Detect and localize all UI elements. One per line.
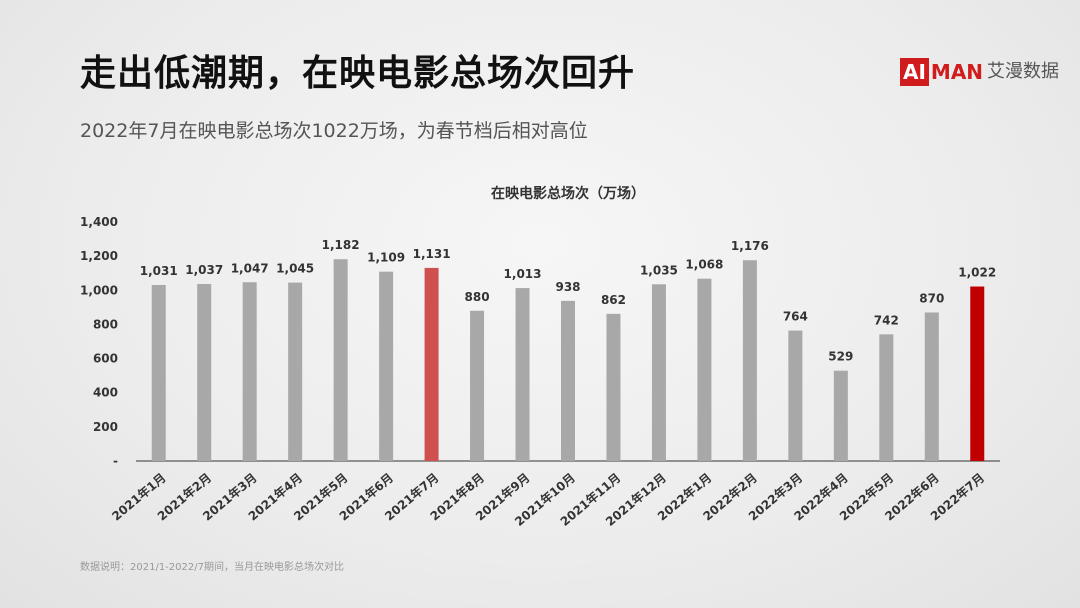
bar: [606, 313, 621, 461]
y-tick-label: 1,000: [80, 283, 118, 297]
bar: [470, 310, 485, 461]
y-tick-label: 400: [93, 386, 118, 400]
y-tick-label: 1,400: [80, 215, 118, 229]
data-label: 1,045: [276, 262, 314, 276]
data-label: 1,037: [185, 263, 223, 277]
data-label: 938: [555, 280, 580, 294]
y-tick-label: -: [113, 454, 118, 468]
bar: [970, 286, 985, 461]
bar: [788, 330, 803, 461]
data-label: 529: [828, 350, 853, 364]
data-label: 1,176: [731, 239, 769, 253]
bar: [651, 284, 666, 461]
bar: [379, 271, 394, 461]
bar: [288, 282, 303, 461]
data-label: 1,109: [367, 251, 405, 265]
bar: [197, 283, 212, 461]
footnote: 数据说明：2021/1-2022/7期间，当月在映电影总场次对比: [80, 562, 344, 573]
bar: [742, 260, 757, 461]
page-subtitle: 2022年7月在映电影总场次1022万场，为春节档后相对高位: [80, 120, 588, 142]
bar: [561, 300, 575, 461]
bar: [833, 370, 848, 461]
bar: [333, 259, 348, 461]
brand-logo: AI MAN 艾漫数据: [900, 58, 1059, 86]
y-tick-label: 1,200: [80, 249, 118, 263]
data-label: 1,068: [685, 258, 723, 272]
bar: [151, 284, 166, 461]
bar: [924, 312, 939, 461]
data-label: 1,013: [504, 267, 542, 281]
data-label: 764: [783, 310, 808, 324]
data-label: 742: [874, 313, 899, 327]
data-label: 1,035: [640, 263, 678, 277]
logo-ai-text: AI: [900, 58, 929, 86]
y-tick-label: 800: [93, 317, 118, 331]
chart-title: 在映电影总场次（万场）: [491, 185, 645, 202]
data-label: 870: [919, 291, 944, 305]
logo-cn-text: 艾漫数据: [987, 61, 1060, 82]
bar: [697, 278, 712, 461]
logo-man-text: MAN: [930, 60, 984, 84]
page-title: 走出低潮期，在映电影总场次回升: [80, 53, 636, 94]
y-tick-label: 600: [93, 352, 118, 366]
bar: [515, 288, 530, 461]
data-label: 880: [465, 290, 490, 304]
bar: [879, 334, 894, 461]
data-label: 1,022: [958, 266, 996, 280]
bar: [242, 282, 257, 461]
data-label: 1,182: [322, 238, 360, 252]
data-label: 862: [601, 293, 626, 307]
data-label: 1,031: [140, 264, 178, 278]
data-label: 1,131: [413, 247, 451, 261]
bar: [424, 267, 439, 461]
data-label: 1,047: [231, 261, 269, 275]
y-tick-label: 200: [93, 420, 118, 434]
